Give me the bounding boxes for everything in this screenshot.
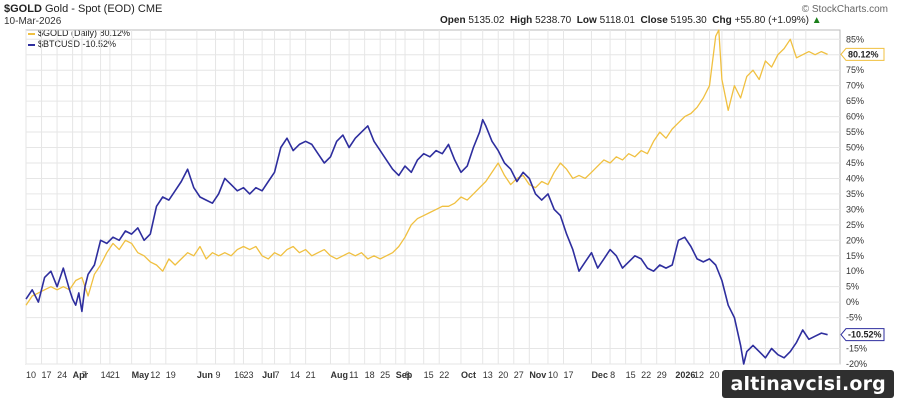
close-label: Close bbox=[640, 15, 668, 26]
x-tick-label: 10 bbox=[548, 370, 558, 380]
x-tick-label: 7 bbox=[82, 370, 87, 380]
legend-item-gold[interactable]: $GOLD (Daily) 80.12% bbox=[28, 28, 130, 39]
y-tick-label: 20% bbox=[846, 235, 864, 245]
chg-value: +55.80 (+1.09%) bbox=[734, 15, 810, 26]
x-tick-label: 2026 bbox=[675, 370, 695, 380]
y-tick-label: 0% bbox=[846, 297, 859, 307]
x-tick-label: 7 bbox=[275, 370, 280, 380]
x-tick-label: 14 bbox=[290, 370, 300, 380]
y-tick-label: 35% bbox=[846, 189, 864, 199]
x-tick-label: 24 bbox=[57, 370, 67, 380]
end-tag-box bbox=[840, 47, 885, 61]
low-value: 5118.01 bbox=[599, 15, 635, 26]
x-tick-label: Apr bbox=[73, 370, 89, 380]
y-tick-label: 5% bbox=[846, 282, 859, 292]
legend-label-btc: $BTCUSD -10.52% bbox=[38, 39, 117, 49]
open-label: Open bbox=[440, 15, 466, 26]
x-tick-label: 27 bbox=[514, 370, 524, 380]
close-value: 5195.30 bbox=[670, 15, 707, 26]
plot-frame bbox=[25, 29, 841, 365]
site-watermark: altinavcisi.org bbox=[722, 370, 894, 398]
open-value: 5135.02 bbox=[468, 15, 505, 26]
brand-logo[interactable]: © StockCharts.com bbox=[801, 4, 888, 15]
y-tick-label: 30% bbox=[846, 204, 864, 214]
x-tick-label: 20 bbox=[498, 370, 508, 380]
end-tag-label: 80.12% bbox=[848, 49, 879, 59]
y-tick-label: 15% bbox=[846, 251, 864, 261]
x-tick-label: 22 bbox=[439, 370, 449, 380]
y-tick-label: 55% bbox=[846, 127, 864, 137]
high-label: High bbox=[510, 15, 533, 26]
x-tick-label: 25 bbox=[380, 370, 390, 380]
x-tick-label: Nov bbox=[529, 370, 546, 380]
x-tick-label: 8 bbox=[610, 370, 615, 380]
x-tick-label: 15 bbox=[424, 370, 434, 380]
x-tick-label: 19 bbox=[166, 370, 176, 380]
btc-end-tag: -10.52% bbox=[840, 328, 885, 342]
x-tick-label: 12 bbox=[694, 370, 704, 380]
x-tick-label: 29 bbox=[657, 370, 667, 380]
chg-label: Chg bbox=[712, 15, 732, 26]
y-tick-label: 85% bbox=[846, 34, 864, 44]
symbol: $GOLD bbox=[4, 3, 42, 15]
x-tick-label: 16 bbox=[234, 370, 244, 380]
y-tick-label: 50% bbox=[846, 143, 864, 153]
legend-swatch-btc bbox=[28, 43, 35, 46]
x-tick-label: 17 bbox=[42, 370, 52, 380]
legend-item-btc[interactable]: $BTCUSD -10.52% bbox=[28, 39, 130, 50]
y-tick-label: -15% bbox=[846, 344, 867, 354]
x-tick-label: 8 bbox=[405, 370, 410, 380]
end-tag-label: -10.52% bbox=[848, 330, 882, 340]
y-tick-label: 25% bbox=[846, 220, 864, 230]
x-tick-label: 22 bbox=[641, 370, 651, 380]
ohlc-readout: Open 5135.02 High 5238.70 Low 5118.01 Cl… bbox=[440, 15, 822, 26]
y-tick-label: 60% bbox=[846, 112, 864, 122]
x-tick-label: 10 bbox=[26, 370, 36, 380]
end-tag-box bbox=[840, 328, 885, 342]
symbol-description: Gold - Spot (EOD) bbox=[44, 3, 135, 15]
x-tick-label: 21 bbox=[306, 370, 316, 380]
x-tick-label: May bbox=[132, 370, 150, 380]
chart-legend: $GOLD (Daily) 80.12% $BTCUSD -10.52% bbox=[28, 28, 130, 50]
gold-series-line bbox=[25, 29, 828, 306]
x-tick-label: 23 bbox=[243, 370, 253, 380]
y-tick-label: 65% bbox=[846, 96, 864, 106]
x-tick-label: 18 bbox=[365, 370, 375, 380]
up-arrow-icon: ▲ bbox=[811, 15, 822, 26]
x-tick-label: 11 bbox=[349, 370, 358, 380]
x-tick-label: 14 bbox=[101, 370, 111, 380]
x-tick-label: 13 bbox=[483, 370, 493, 380]
chart-date: 10-Mar-2026 bbox=[4, 16, 62, 27]
exchange: CME bbox=[137, 3, 163, 15]
legend-label-gold: $GOLD (Daily) 80.12% bbox=[38, 28, 131, 38]
x-tick-label: 9 bbox=[216, 370, 221, 380]
x-tick-label: Sep bbox=[396, 370, 413, 380]
y-tick-label: 40% bbox=[846, 173, 864, 183]
x-tick-label: Dec bbox=[591, 370, 608, 380]
x-tick-label: Aug bbox=[330, 370, 348, 380]
x-tick-label: 15 bbox=[626, 370, 636, 380]
y-tick-label: -5% bbox=[846, 313, 862, 323]
x-tick-label: 21 bbox=[110, 370, 120, 380]
x-tick-label: 12 bbox=[150, 370, 160, 380]
btc-series-line bbox=[25, 118, 828, 365]
y-tick-label: 10% bbox=[846, 266, 864, 276]
high-value: 5238.70 bbox=[535, 15, 572, 26]
low-label: Low bbox=[576, 15, 597, 26]
legend-swatch-gold bbox=[28, 32, 35, 35]
gold-end-tag: 80.12% bbox=[840, 47, 885, 61]
x-tick-label: 20 bbox=[710, 370, 720, 380]
x-tick-label: Oct bbox=[461, 370, 476, 380]
y-tick-label: -20% bbox=[846, 359, 867, 369]
y-tick-label: 70% bbox=[846, 81, 864, 91]
y-tick-label: 45% bbox=[846, 158, 864, 168]
y-tick-label: 75% bbox=[846, 65, 864, 75]
x-tick-label: 17 bbox=[563, 370, 573, 380]
x-tick-label: Jun bbox=[197, 370, 213, 380]
x-tick-label: Jul bbox=[262, 370, 275, 380]
chart-title-row: $GOLD Gold - Spot (EOD) CME bbox=[4, 3, 162, 15]
